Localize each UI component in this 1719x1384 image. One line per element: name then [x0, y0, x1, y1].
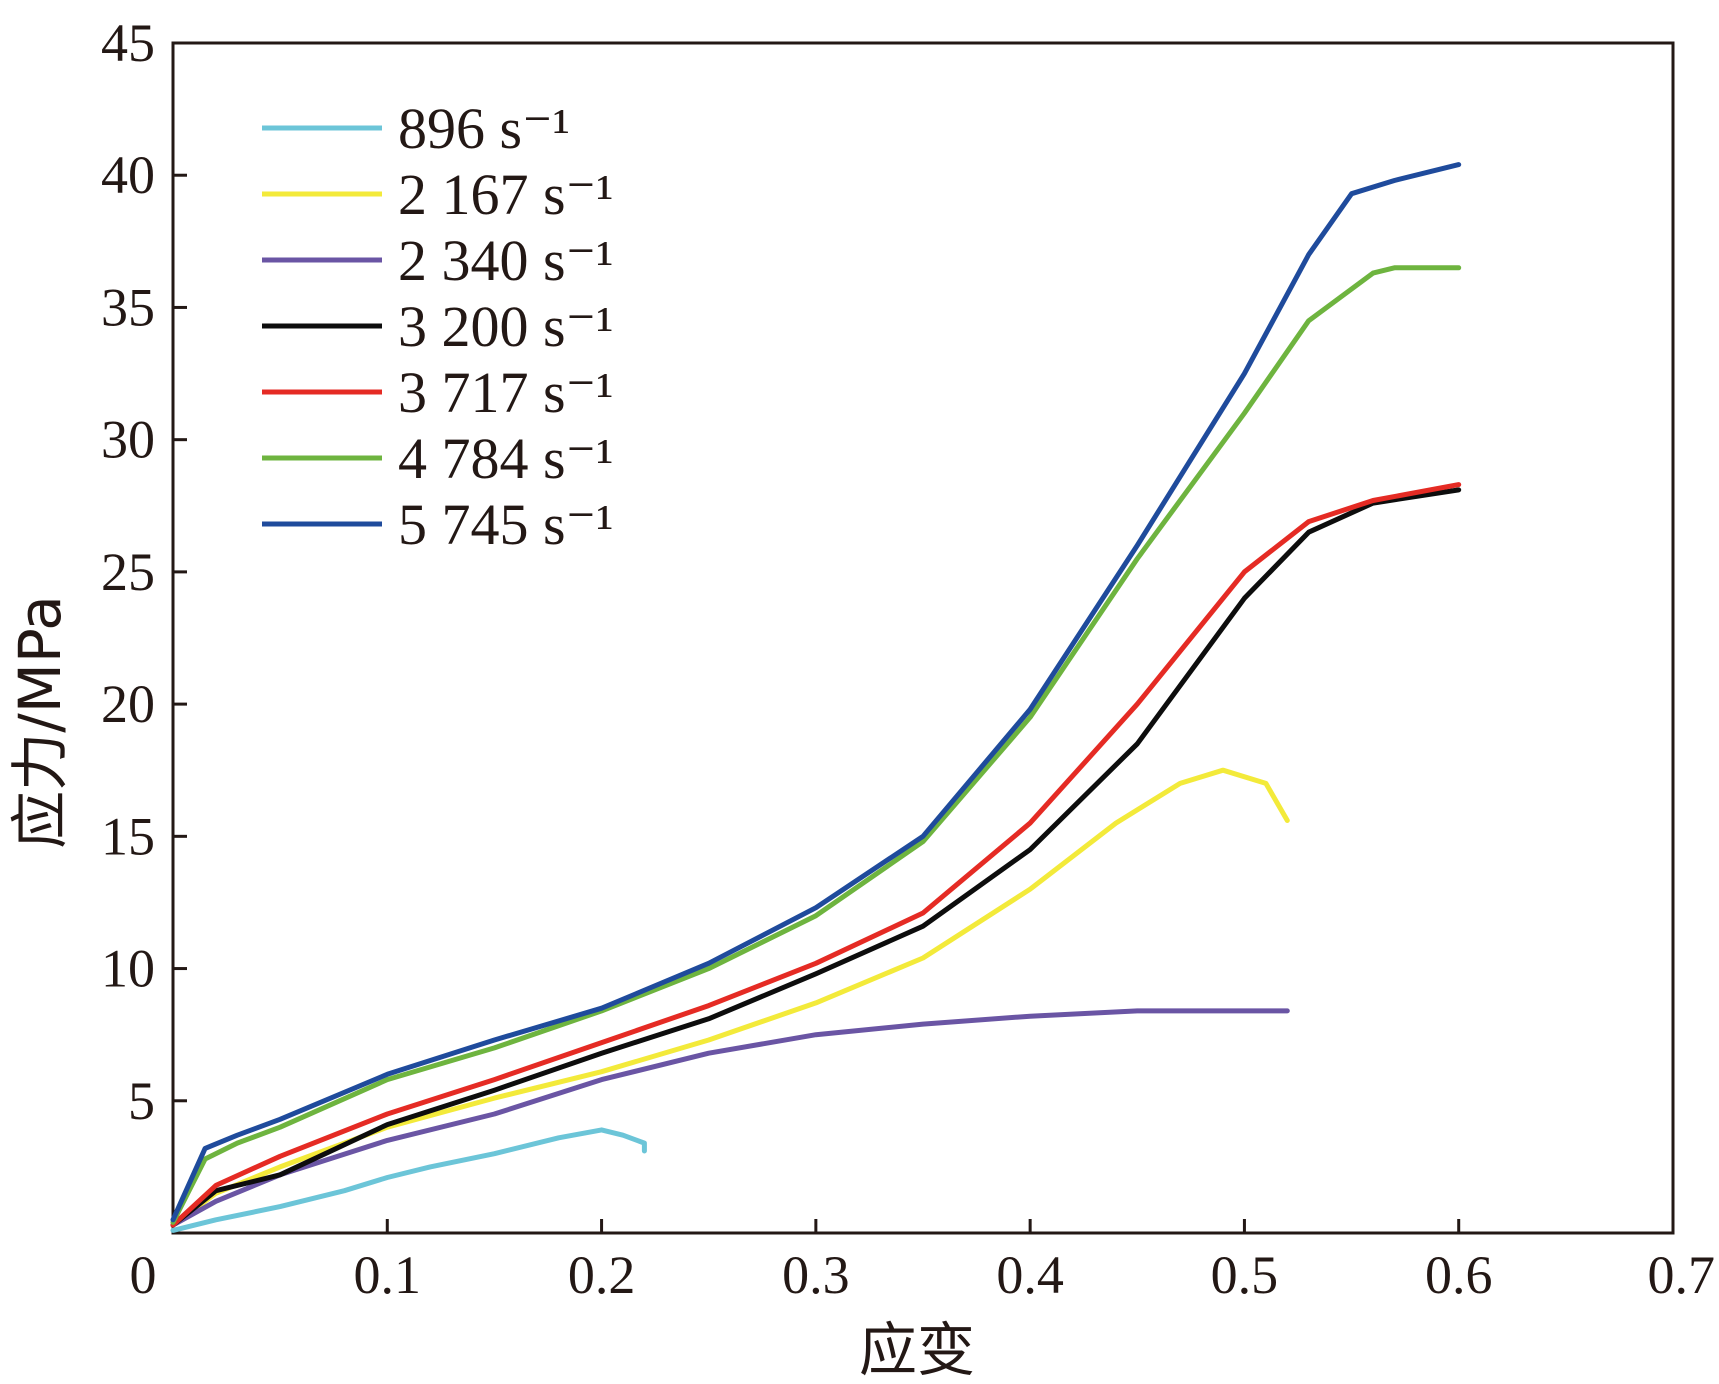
series-layer — [170, 162, 1462, 1233]
series-line — [170, 487, 1462, 1228]
x-tick-label: 0.7 — [1648, 1245, 1716, 1305]
legend-label: 3 717 s⁻¹ — [398, 360, 614, 425]
x-axis-label: 应变 — [859, 1316, 975, 1384]
legend-label: 4 784 s⁻¹ — [398, 426, 614, 491]
legend-label: 3 200 s⁻¹ — [398, 294, 614, 359]
x-tick-label: 0.1 — [354, 1245, 422, 1305]
x-tick-label: 0.6 — [1425, 1245, 1493, 1305]
series-line — [170, 767, 1290, 1228]
plot-border — [171, 41, 1675, 1235]
y-tick-label: 15 — [101, 806, 155, 866]
y-tick-label: 5 — [128, 1071, 155, 1131]
legend-label: 5 745 s⁻¹ — [398, 492, 614, 557]
x-tick-label: 0.4 — [996, 1245, 1064, 1305]
y-tick-label: 45 — [101, 13, 155, 73]
y-tick-label: 40 — [101, 145, 155, 205]
plot-frame — [171, 41, 1675, 1235]
y-tick-label: 25 — [101, 542, 155, 602]
y-tick-label: 30 — [101, 410, 155, 470]
series-line — [170, 162, 1462, 1223]
y-tick-label: 35 — [101, 277, 155, 337]
x-tick-label: 0.2 — [568, 1245, 636, 1305]
legend-label: 2 340 s⁻¹ — [398, 228, 614, 293]
legend: 896 s⁻¹2 167 s⁻¹2 340 s⁻¹3 200 s⁻¹3 717 … — [262, 96, 614, 557]
series-line — [170, 1127, 647, 1233]
y-axis-label: 应力/MPa — [6, 595, 74, 849]
y-axis: 5 10 15 20 25 30 35 40 45 — [101, 13, 187, 1131]
series-line — [170, 265, 1462, 1225]
legend-label: 2 167 s⁻¹ — [398, 162, 614, 227]
y-tick-label: 10 — [101, 939, 155, 999]
x-tick-label: 0.3 — [782, 1245, 850, 1305]
series-line — [170, 482, 1462, 1228]
legend-label: 896 s⁻¹ — [398, 96, 570, 161]
x-axis: 0 0.1 0.2 0.3 0.4 0.5 0.6 0.7 — [130, 1219, 1716, 1305]
y-tick-label: 20 — [101, 674, 155, 734]
x-tick-label: 0.5 — [1211, 1245, 1279, 1305]
x-tick-label: 0 — [130, 1245, 157, 1305]
